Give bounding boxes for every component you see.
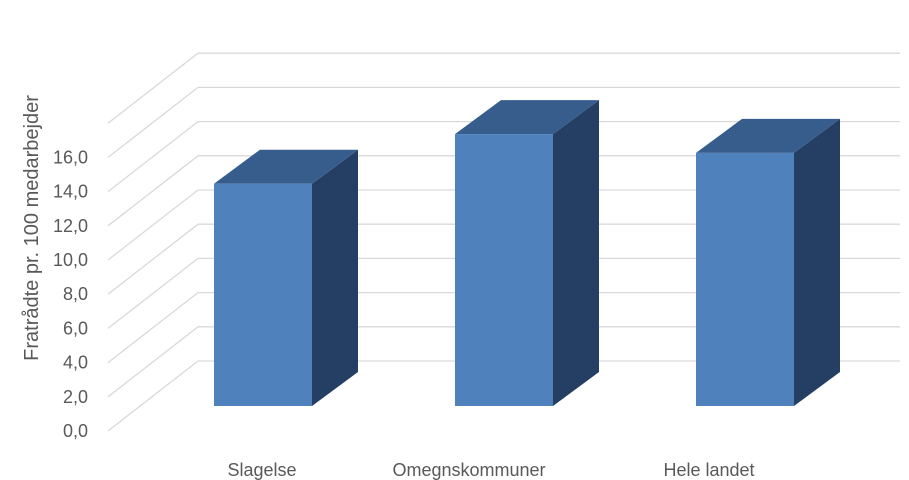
y-axis-ticks: 0,0 2,0 4,0 6,0 8,0 10,0 12,0 14,0 16,0 — [53, 147, 88, 441]
x-axis-categories: Slagelse Omegnskommuner Hele landet — [227, 460, 754, 480]
bar — [696, 119, 840, 406]
x-category-label: Omegnskommuner — [392, 460, 545, 480]
x-category-label: Hele landet — [663, 460, 754, 480]
y-axis-title: Fratrådte pr. 100 medarbejder — [21, 95, 43, 361]
bar-front-face — [455, 134, 553, 406]
bar-front-face — [214, 184, 312, 406]
y-tick-label: 10,0 — [53, 250, 88, 270]
bar — [214, 150, 358, 406]
bar — [455, 100, 599, 406]
x-category-label: Slagelse — [227, 460, 296, 480]
y-tick-label: 2,0 — [63, 387, 88, 407]
y-tick-label: 16,0 — [53, 147, 88, 167]
bar-side-face — [312, 150, 358, 406]
y-tick-label: 4,0 — [63, 353, 88, 373]
bar-side-face — [794, 119, 840, 406]
y-tick-label: 14,0 — [53, 182, 88, 202]
bars — [214, 100, 840, 406]
y-tick-label: 0,0 — [63, 421, 88, 441]
bar-front-face — [696, 153, 794, 406]
y-tick-label: 8,0 — [63, 284, 88, 304]
bar-side-face — [553, 100, 599, 406]
y-tick-label: 12,0 — [53, 216, 88, 236]
y-tick-label: 6,0 — [63, 318, 88, 338]
